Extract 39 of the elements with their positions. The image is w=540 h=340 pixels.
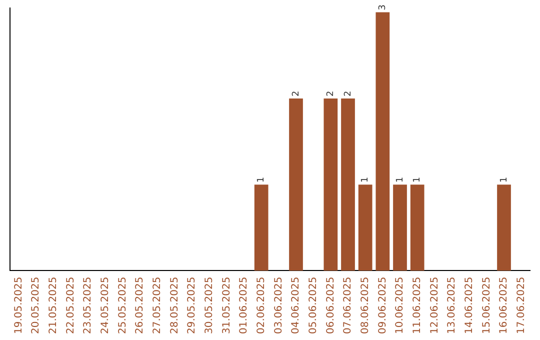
x-tick-label: 11.06.2025 [412, 276, 423, 334]
x-tick-label: 26.05.2025 [134, 276, 146, 334]
data-label: 2 [326, 90, 336, 96]
x-tick-label: 29.05.2025 [186, 276, 198, 334]
x-tick-label: 06.06.2025 [325, 276, 336, 334]
x-tick-label: 14.06.2025 [464, 276, 475, 334]
x-tick-label: 12.06.2025 [429, 276, 440, 334]
x-tick-label: 07.06.2025 [342, 276, 354, 334]
x-tick-label: 28.05.2025 [169, 276, 180, 334]
x-tick-label: 03.06.2025 [273, 276, 284, 334]
data-label: 1 [256, 176, 267, 183]
x-tick-label: 30.05.2025 [204, 276, 215, 334]
x-tick-label: 24.05.2025 [100, 276, 111, 334]
x-tick-label: 10.06.2025 [394, 276, 406, 334]
x-tick-label: 19.05.2025 [13, 276, 24, 334]
x-tick-label: 05.06.2025 [308, 276, 319, 334]
x-tick-label: 16.06.2025 [498, 276, 510, 334]
x-tick-label: 15.06.2025 [481, 276, 492, 334]
x-tick-label: 09.06.2025 [377, 276, 388, 334]
x-tick-label: 02.06.2025 [256, 276, 267, 334]
data-label: 1 [412, 176, 423, 183]
x-tick-label: 08.06.2025 [360, 276, 371, 334]
data-label: 1 [499, 176, 510, 183]
x-tick-label: 20.05.2025 [30, 276, 42, 334]
x-tick-label: 04.06.2025 [290, 276, 302, 334]
x-tick-label: 23.05.2025 [82, 276, 94, 334]
x-tick-label: 17.06.2025 [516, 276, 527, 334]
data-label: 2 [291, 90, 302, 96]
data-label: 1 [395, 176, 406, 183]
x-tick-label: 25.05.2025 [117, 276, 128, 334]
data-label: 1 [360, 176, 371, 183]
x-tick-label: 01.06.2025 [238, 276, 250, 334]
x-tick-label: 22.05.2025 [65, 276, 76, 334]
x-tick-label: 21.05.2025 [48, 276, 59, 334]
x-tick-label: 13.06.2025 [446, 276, 458, 334]
x-tick-label: 27.05.2025 [152, 276, 163, 334]
data-label: 2 [343, 90, 354, 96]
x-tick-label: 31.05.2025 [221, 276, 232, 334]
data-label: 3 [378, 4, 388, 10]
